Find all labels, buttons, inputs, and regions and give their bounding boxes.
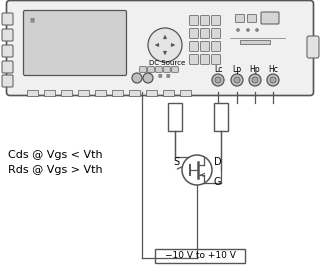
Text: ■: ■ bbox=[158, 73, 162, 78]
FancyBboxPatch shape bbox=[240, 40, 270, 44]
Text: −10 V to +10 V: −10 V to +10 V bbox=[164, 252, 236, 261]
Circle shape bbox=[270, 77, 276, 83]
Circle shape bbox=[234, 77, 240, 83]
FancyBboxPatch shape bbox=[2, 13, 13, 25]
Text: G: G bbox=[214, 177, 221, 187]
FancyBboxPatch shape bbox=[2, 45, 13, 57]
FancyBboxPatch shape bbox=[23, 11, 126, 76]
Circle shape bbox=[255, 29, 259, 32]
Text: Lp: Lp bbox=[232, 64, 242, 73]
FancyBboxPatch shape bbox=[6, 1, 314, 95]
FancyBboxPatch shape bbox=[189, 42, 198, 51]
FancyBboxPatch shape bbox=[261, 12, 279, 24]
Circle shape bbox=[215, 77, 221, 83]
Circle shape bbox=[249, 74, 261, 86]
FancyBboxPatch shape bbox=[2, 61, 13, 73]
FancyBboxPatch shape bbox=[140, 67, 146, 72]
FancyBboxPatch shape bbox=[236, 14, 244, 23]
Circle shape bbox=[267, 74, 279, 86]
Bar bbox=[180, 90, 191, 96]
FancyBboxPatch shape bbox=[307, 36, 319, 58]
Bar bbox=[129, 90, 140, 96]
FancyBboxPatch shape bbox=[189, 16, 198, 25]
Bar bbox=[61, 90, 72, 96]
Text: DC Source: DC Source bbox=[149, 60, 185, 66]
Bar bbox=[168, 103, 182, 131]
FancyBboxPatch shape bbox=[201, 55, 209, 64]
FancyBboxPatch shape bbox=[212, 42, 220, 51]
Circle shape bbox=[231, 74, 243, 86]
FancyBboxPatch shape bbox=[2, 75, 13, 87]
Text: ■: ■ bbox=[29, 17, 34, 22]
Text: Hp: Hp bbox=[250, 64, 260, 73]
Circle shape bbox=[212, 74, 224, 86]
Bar bbox=[95, 90, 106, 96]
Text: Hc: Hc bbox=[268, 64, 278, 73]
FancyBboxPatch shape bbox=[189, 29, 198, 38]
Bar bbox=[163, 90, 174, 96]
Bar bbox=[146, 90, 157, 96]
FancyBboxPatch shape bbox=[156, 67, 162, 72]
FancyBboxPatch shape bbox=[2, 29, 13, 41]
Circle shape bbox=[182, 155, 212, 185]
Text: S: S bbox=[174, 157, 180, 167]
FancyBboxPatch shape bbox=[212, 29, 220, 38]
Circle shape bbox=[143, 73, 153, 83]
Text: D: D bbox=[214, 157, 222, 167]
FancyBboxPatch shape bbox=[212, 55, 220, 64]
FancyBboxPatch shape bbox=[201, 16, 209, 25]
Circle shape bbox=[252, 77, 258, 83]
Circle shape bbox=[236, 29, 239, 32]
Circle shape bbox=[148, 28, 182, 62]
Circle shape bbox=[132, 73, 142, 83]
Text: Lc: Lc bbox=[214, 64, 222, 73]
FancyBboxPatch shape bbox=[201, 42, 209, 51]
Text: Cds @ Vgs < Vth: Cds @ Vgs < Vth bbox=[8, 150, 103, 160]
FancyBboxPatch shape bbox=[247, 14, 257, 23]
Bar bbox=[214, 103, 228, 131]
Bar bbox=[44, 90, 55, 96]
FancyBboxPatch shape bbox=[212, 16, 220, 25]
Bar bbox=[155, 249, 245, 263]
FancyBboxPatch shape bbox=[201, 29, 209, 38]
Bar bbox=[112, 90, 123, 96]
Bar bbox=[27, 90, 38, 96]
FancyBboxPatch shape bbox=[172, 67, 178, 72]
FancyBboxPatch shape bbox=[148, 67, 154, 72]
FancyBboxPatch shape bbox=[189, 55, 198, 64]
Text: Rds @ Vgs > Vth: Rds @ Vgs > Vth bbox=[8, 165, 103, 175]
FancyBboxPatch shape bbox=[164, 67, 170, 72]
Text: ■: ■ bbox=[166, 73, 170, 78]
Bar bbox=[78, 90, 89, 96]
Circle shape bbox=[246, 29, 250, 32]
